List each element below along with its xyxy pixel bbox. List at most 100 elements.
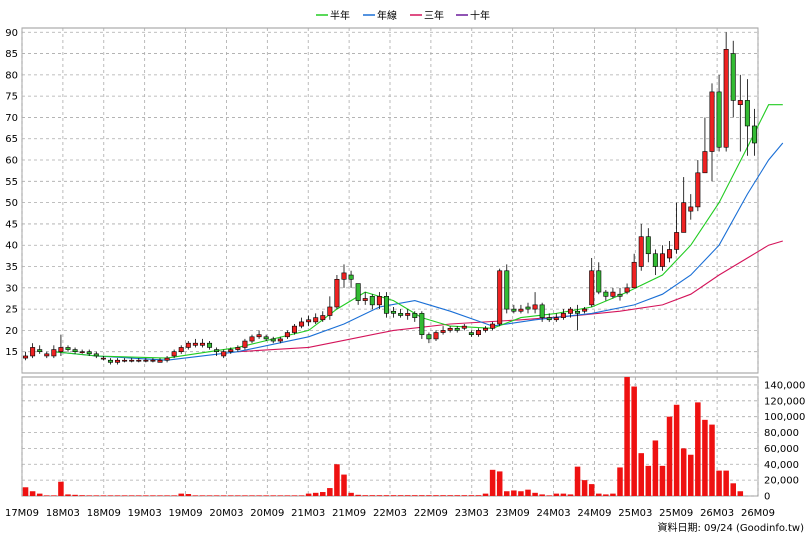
candle-down [511, 308, 517, 312]
volume-bar [553, 493, 560, 496]
candle-up [23, 355, 29, 359]
volume-tick-label: 60,000 [764, 444, 799, 455]
volume-bar [482, 493, 489, 496]
volume-bar [249, 495, 255, 496]
volume-bar [496, 471, 503, 496]
volume-bar [383, 495, 390, 496]
volume-bar [312, 492, 319, 496]
price-tick-label: 30 [5, 283, 18, 294]
candle-down [93, 353, 99, 357]
volume-bar [263, 495, 269, 496]
volume-bar [504, 491, 510, 496]
volume-bar [100, 495, 107, 496]
volume-bar [475, 495, 482, 496]
volume-bar [680, 448, 687, 496]
candle-up [79, 351, 85, 354]
volume-bar [72, 494, 78, 496]
candle-down [348, 274, 354, 280]
volume-bar [206, 495, 213, 496]
volume-bar [397, 495, 404, 496]
candle-down [419, 313, 425, 335]
volume-bar [355, 494, 361, 496]
volume-bar [228, 495, 234, 496]
volume-bar [284, 495, 291, 496]
volume-bar [213, 495, 220, 496]
candle-up [249, 336, 255, 342]
volume-bar [461, 495, 468, 496]
x-tick-label: 24M09 [577, 508, 611, 519]
candle-down [539, 304, 545, 318]
ma-half-year-line [53, 104, 783, 359]
volume-bar [390, 495, 397, 496]
candle-down [468, 332, 474, 335]
volume-bar [567, 494, 574, 496]
volume-bar [631, 386, 637, 496]
price-tick-label: 55 [5, 177, 18, 188]
volume-bar [199, 495, 206, 496]
candle-up [115, 359, 121, 363]
volume-bar [723, 470, 729, 496]
price-panel-border [21, 27, 759, 374]
volume-bar [128, 495, 135, 496]
price-tick-label: 50 [5, 198, 18, 209]
candle-up [199, 342, 205, 346]
x-tick-label: 22M09 [414, 508, 448, 519]
candle-down [72, 349, 78, 353]
candle-up [624, 287, 630, 293]
price-tick-label: 45 [5, 219, 18, 230]
price-tick-label: 90 [5, 28, 18, 39]
candle-up [723, 48, 729, 148]
candle-down [398, 313, 404, 316]
volume-tick-label: 140,000 [764, 380, 805, 391]
volume-bar [298, 495, 305, 496]
candle-up [136, 359, 142, 362]
legend-label-ten-year: 十年 [470, 9, 490, 22]
x-tick-label: 19M03 [128, 508, 162, 519]
volume-tick-label: 40,000 [764, 460, 799, 471]
candle-up [143, 359, 149, 362]
x-tick-label: 21M03 [291, 508, 325, 519]
candle-up [737, 100, 743, 105]
volume-bar [532, 492, 538, 496]
candle-up [129, 359, 135, 362]
candle-up [532, 304, 538, 310]
volume-tick-label: 120,000 [764, 396, 805, 407]
volume-bar [305, 493, 312, 496]
volume-bar [107, 495, 114, 496]
volume-bar [454, 495, 460, 496]
candle-up [228, 349, 234, 353]
price-tick-label: 65 [5, 134, 18, 145]
volume-bar [270, 495, 276, 496]
candle-up [362, 298, 368, 301]
volume-bar [121, 495, 128, 496]
candle-up [681, 202, 687, 233]
volume-bar [652, 440, 659, 496]
volume-bar [716, 470, 722, 496]
candle-up [461, 325, 467, 329]
candle-up [553, 317, 559, 321]
volume-bar [688, 454, 694, 496]
candle-up [171, 351, 177, 357]
volume-bar [574, 466, 581, 496]
candle-down [546, 317, 552, 321]
volume-bar [645, 465, 652, 496]
candle-up [447, 327, 453, 331]
candle-up [376, 296, 382, 306]
candle-up [221, 351, 227, 357]
chart-legend: 半年 年線 三年 十年 [316, 9, 490, 22]
candle-up [313, 317, 319, 323]
candle-up [150, 359, 156, 362]
candle-down [369, 296, 375, 306]
volume-bar [178, 493, 184, 496]
volume-bar [327, 488, 333, 496]
candle-up [178, 347, 184, 353]
price-tick-label: 80 [5, 70, 18, 81]
grid-lines [21, 27, 759, 497]
candle-down [575, 310, 581, 314]
volume-bar [376, 495, 383, 496]
candle-down [86, 351, 92, 355]
volume-bar [511, 490, 517, 496]
candle-down [730, 53, 736, 101]
candle-down [391, 310, 397, 314]
candle-up [560, 313, 566, 318]
